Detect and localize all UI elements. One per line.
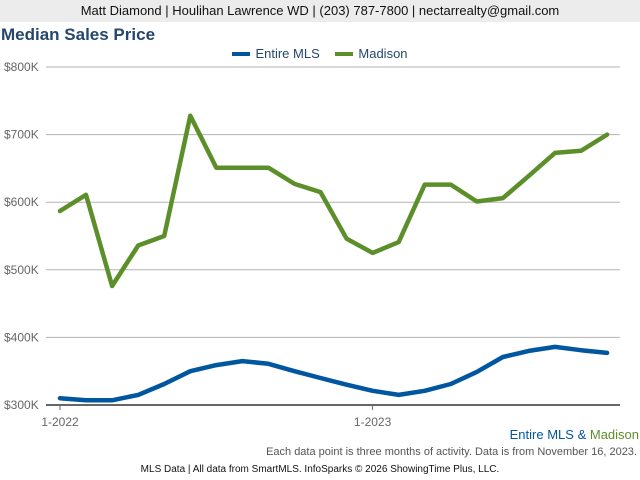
series-line-entire-mls[interactable] (57, 344, 610, 403)
contact-bar: Matt Diamond | Houlihan Lawrence WD | (2… (0, 0, 640, 22)
x-tick-label: 1-2023 (354, 415, 392, 429)
gridlines (46, 66, 620, 338)
caption-amp: & (573, 427, 590, 442)
y-tick-label: $800K (4, 60, 39, 74)
chart-legend: Entire MLS Madison (0, 46, 640, 61)
chart-title: Median Sales Price (1, 25, 156, 44)
y-tick-label: $700K (4, 128, 39, 142)
data-note: Each data point is three months of activ… (266, 446, 637, 458)
y-tick-label: $400K (4, 330, 39, 344)
y-tick-label: $600K (4, 195, 39, 209)
series-line-madison[interactable] (57, 113, 610, 289)
legend-item-entire-mls[interactable]: Entire MLS (232, 46, 320, 61)
legend-label: Entire MLS (255, 46, 320, 61)
x-tick-label: 1-2022 (41, 415, 79, 429)
y-tick-label: $300K (4, 398, 39, 412)
y-axis: $300K $400K $500K $600K $700K $800K (4, 60, 39, 412)
y-tick-label: $500K (4, 263, 39, 277)
legend-swatch-madison (335, 51, 354, 56)
series-caption: Entire MLS & Madison (510, 427, 639, 442)
legend-item-madison[interactable]: Madison (335, 46, 408, 61)
caption-madison: Madison (589, 427, 639, 442)
footer-credits: MLS Data | All data from SmartMLS. InfoS… (140, 464, 500, 475)
caption-entire-mls: Entire MLS (509, 427, 574, 442)
legend-label: Madison (358, 46, 408, 61)
series-lines (57, 113, 610, 403)
legend-swatch-entire-mls (232, 51, 251, 56)
x-axis: 1-2022 1-2023 (41, 404, 620, 429)
